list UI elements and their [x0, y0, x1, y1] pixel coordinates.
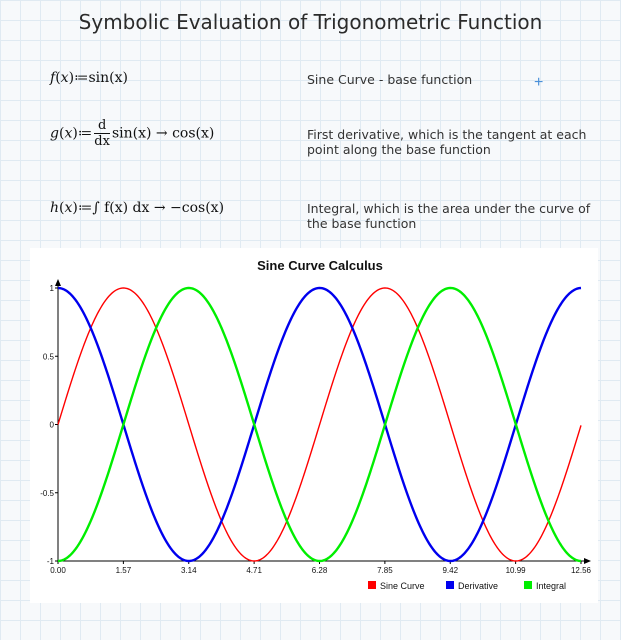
math-expression-f[interactable]: f(x)≔sin(x) — [50, 70, 128, 86]
x-tick-label: 1.57 — [116, 566, 132, 575]
description-h: Integral, which is the area under the cu… — [307, 201, 591, 231]
x-tick-label: 9.42 — [442, 566, 458, 575]
x-tick-label: 4.71 — [246, 566, 262, 575]
function-name: h — [50, 200, 60, 216]
description-f: Sine Curve - base function — [307, 72, 473, 87]
expression-rhs: sin(x) → cos(x) — [111, 125, 215, 142]
legend-label: Derivative — [458, 581, 498, 591]
y-tick-label: -1 — [47, 557, 55, 566]
x-tick-label: 7.85 — [377, 566, 393, 575]
legend-swatch — [446, 581, 454, 589]
chart-legend: Sine Curve Derivative Integral — [368, 581, 566, 591]
legend-swatch — [368, 581, 376, 589]
expression-rhs: ∫ f(x) dx → −cos(x) — [92, 200, 225, 216]
chart-title: Sine Curve Calculus — [257, 258, 383, 273]
expression-rhs: sin(x) — [88, 70, 129, 86]
chart-series-layer — [57, 286, 582, 563]
page-title: Symbolic Evaluation of Trigonometric Fun… — [78, 10, 543, 34]
x-axis-arrow-icon — [584, 558, 591, 564]
line-chart: Sine Curve Calculus 1 0.5 0 -0.5 -10.00 1.57 3… — [40, 258, 592, 591]
function-name: g — [50, 125, 59, 142]
x-tick-label: 3.14 — [181, 566, 197, 575]
series-line-integral — [57, 286, 582, 563]
x-tick-label: 0.00 — [50, 566, 66, 575]
series-line-derivative — [57, 286, 582, 563]
derivative-fraction: d dx — [94, 118, 110, 149]
legend-label: Sine Curve — [380, 581, 425, 591]
math-expression-g[interactable]: g(x)≔ d dx sin(x) → cos(x) — [50, 118, 215, 149]
series-line-sine-curve — [57, 287, 582, 562]
chart-panel[interactable]: Sine Curve Calculus 1 0.5 0 -0.5 -1 0.00 1.57 3… — [30, 248, 598, 603]
y-tick-label: 0 — [50, 421, 55, 430]
x-tick-label: 12.56 — [571, 566, 592, 575]
legend-swatch — [524, 581, 532, 589]
math-expression-h[interactable]: h(x)≔∫ f(x) dx → −cos(x) — [50, 200, 225, 216]
y-tick-label: -0.5 — [40, 489, 54, 498]
y-tick-label: 0.5 — [43, 352, 55, 361]
x-tick-label: 6.28 — [312, 566, 328, 575]
y-axis-arrow-icon — [55, 279, 61, 286]
y-tick-label: 1 — [50, 284, 55, 293]
crosshair-cursor-icon: + — [534, 74, 544, 91]
x-tick-label: 10.99 — [506, 566, 527, 575]
function-name: f — [50, 70, 56, 86]
description-g: First derivative, which is the tangent a… — [307, 127, 587, 157]
legend-label: Integral — [536, 581, 566, 591]
